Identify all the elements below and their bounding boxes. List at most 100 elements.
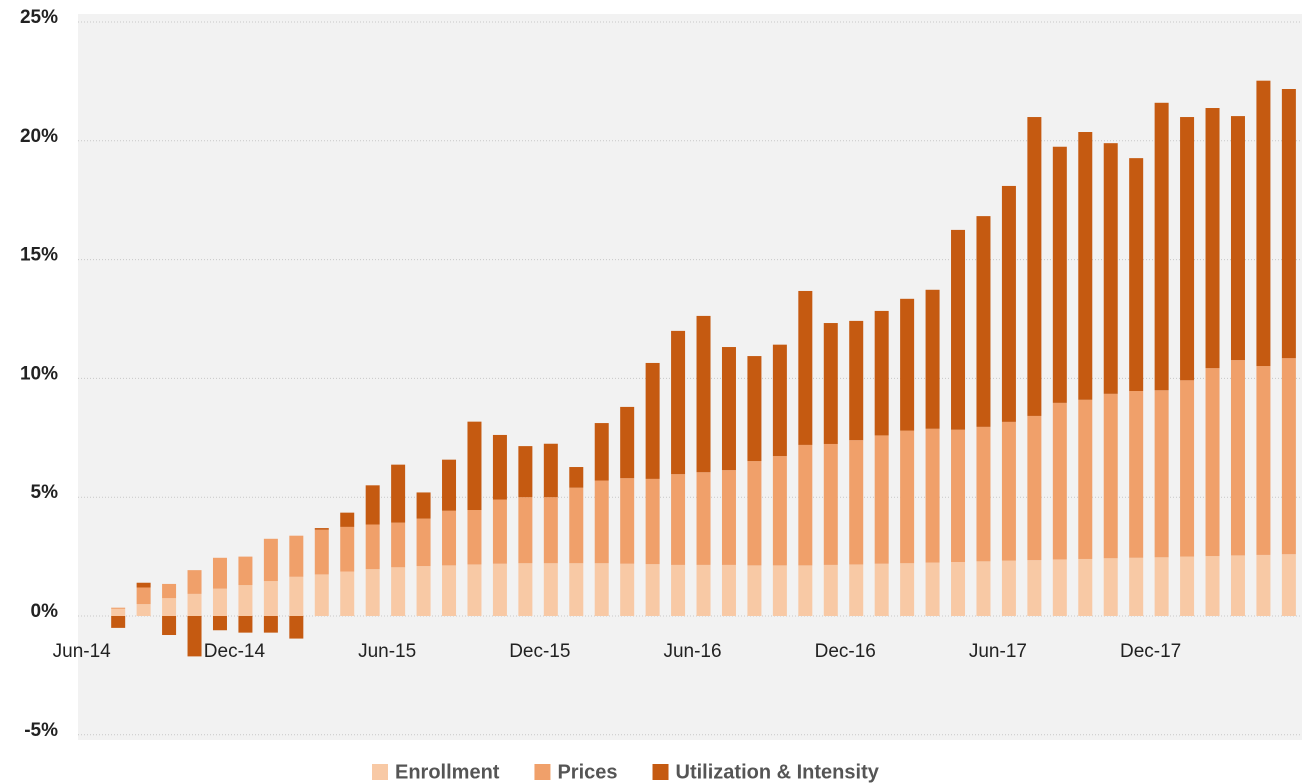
bar-segment [238,585,253,616]
bar-segment [798,290,813,445]
bar-segment [1103,558,1118,616]
bar-segment [620,406,635,479]
bar-segment [111,607,126,609]
bar-segment [823,564,838,616]
bar-segment [1052,559,1067,616]
bar-segment [136,582,151,588]
x-tick-label: Jun-15 [358,641,416,662]
bar-segment [594,563,609,616]
bar-segment [212,557,227,589]
bar-segment [391,567,406,616]
bar-segment [1001,560,1016,616]
bar-segment [772,565,787,616]
bar-segment [492,499,507,564]
bar-segment [696,564,711,616]
legend-label: Utilization & Intensity [676,761,880,783]
bar-segment [645,564,660,616]
x-tick-label: Dec-16 [815,641,876,662]
bar-segment [340,512,355,527]
bar-segment [467,564,482,616]
y-tick-label: 25% [20,7,58,28]
bar-segment [823,443,838,565]
bar-segment [1027,415,1042,561]
bar-segment [747,461,762,566]
bar-segment [391,522,406,568]
bar-segment [747,565,762,616]
bar-segment [467,421,482,511]
bar-segment [1180,380,1195,557]
bar-segment [365,485,380,525]
bar-segment [594,480,609,564]
bar-segment [543,497,558,564]
bar-segment [187,616,202,657]
bar-segment [1129,390,1144,558]
bar-segment [543,563,558,616]
bar-segment [900,430,915,564]
bar-segment [594,423,609,481]
bar-segment [900,298,915,431]
bar-segment [416,566,431,616]
bar-segment [289,576,304,616]
y-tick-label: -5% [24,720,58,741]
bar-segment [1205,108,1220,369]
bar-segment [162,616,177,636]
bar-segment [1256,366,1271,555]
bar-segment [314,574,329,616]
bar-segment [1001,185,1016,422]
bar-segment [1281,89,1296,359]
bar-segment [747,356,762,462]
bar-segment [620,478,635,564]
bar-segment [696,472,711,565]
bar-segment [1281,554,1296,616]
y-tick-label: 5% [31,482,59,503]
bar-segment [263,581,278,616]
legend-label: Prices [557,761,617,783]
bar-segment [671,474,686,565]
y-tick-label: 10% [20,363,58,384]
legend-swatch [372,764,388,780]
bar-segment [696,315,711,473]
bar-segment [1180,556,1195,616]
bar-segment [874,310,889,436]
x-tick-label: Jun-16 [663,641,721,662]
bar-segment [187,570,202,594]
bar-segment [289,616,304,639]
bar-segment [212,616,227,631]
bar-segment [391,464,406,523]
bar-segment [442,510,457,566]
bar-segment [162,583,177,599]
bar-segment [1205,556,1220,616]
bar-segment [569,487,584,564]
bar-segment [900,563,915,616]
bar-segment [1103,143,1118,394]
bar-segment [798,444,813,566]
bar-segment [238,556,253,586]
bar-segment [1078,132,1093,400]
x-tick-label: Jun-17 [969,641,1027,662]
bar-segment [1027,560,1042,616]
bar-segment [951,429,966,563]
legend-swatch [652,764,669,780]
bar-segment [721,347,736,471]
bar-segment [442,459,457,511]
bar-segment [289,535,304,577]
bar-segment [340,571,355,616]
bar-segment [365,524,380,570]
bar-segment [925,562,940,616]
bar-segment [1154,557,1169,616]
bar-segment [976,561,991,616]
bar-segment [951,229,966,430]
y-tick-label: 20% [20,126,58,147]
bar-segment [1129,557,1144,616]
bar-segment [111,608,126,616]
x-tick-label: Dec-15 [509,641,570,662]
bar-segment [1205,368,1220,557]
x-tick-label: Dec-17 [1120,641,1181,662]
bar-segment [1256,80,1271,367]
bar-segment [416,518,431,567]
bar-segment [1129,158,1144,391]
bar-segment [162,598,177,616]
bar-segment [492,563,507,616]
bar-segment [569,563,584,616]
bar-segment [365,569,380,616]
